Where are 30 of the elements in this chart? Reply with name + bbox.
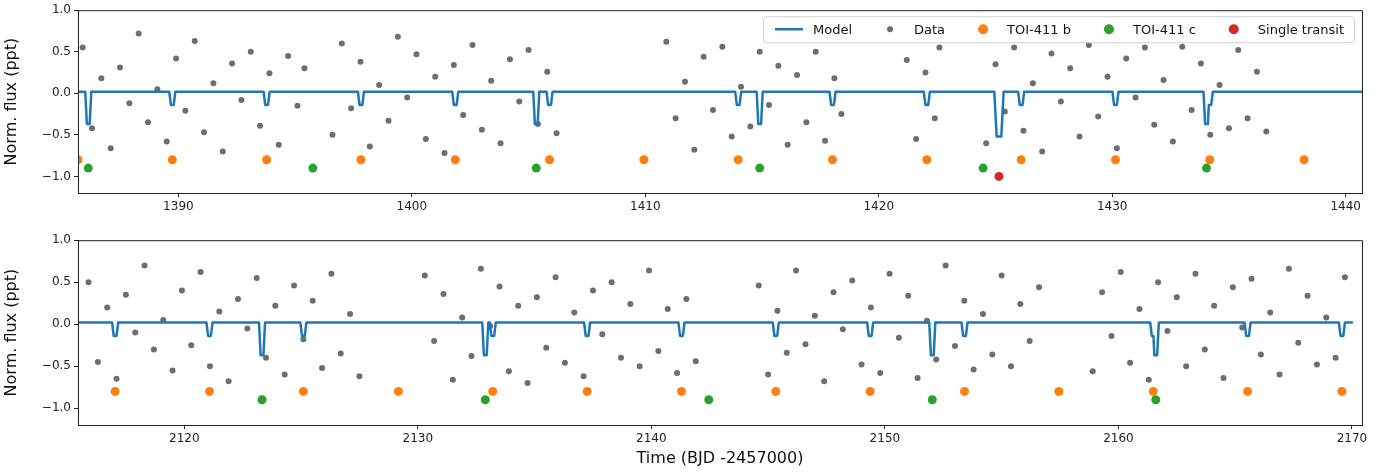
y-tick-label: −0.5 (41, 126, 71, 141)
y-tick-label: −1.0 (41, 400, 71, 415)
y-tick-label: 1.0 (51, 232, 71, 247)
legend-label: Single transit (1257, 21, 1345, 37)
x-tick-label: 1410 (630, 199, 661, 214)
y-axis-title: Norm. flux (ppt) (0, 37, 20, 166)
x-tick-label: 2170 (1336, 431, 1368, 446)
y-tick-label: 0.0 (51, 316, 71, 331)
y-tick-label: −1.0 (41, 168, 71, 183)
x-tick-label: 2140 (636, 431, 667, 446)
x-tick-label: 2120 (168, 431, 200, 446)
x-tick-label: 1430 (1096, 199, 1128, 214)
legend-label: Model (813, 21, 853, 37)
x-tick-label: 1440 (1330, 199, 1361, 214)
y-tick-label: 0.5 (51, 43, 71, 58)
y-tick-label: −0.5 (41, 358, 71, 373)
legend-label: TOI-411 b (1006, 21, 1071, 37)
y-tick-label: 0.5 (51, 274, 71, 289)
legend-label: Data (914, 21, 946, 37)
legend-label: TOI-411 c (1131, 21, 1196, 37)
x-tick-label: 2150 (869, 431, 901, 446)
x-axis-title: Time (BJD -2457000) (635, 447, 804, 467)
y-axis-title: Norm. flux (ppt) (0, 268, 20, 397)
x-tick-label: 1390 (163, 199, 194, 214)
y-tick-label: 0.0 (51, 85, 71, 100)
x-tick-label: 2160 (1103, 431, 1134, 446)
x-tick-label: 1400 (396, 199, 428, 214)
x-tick-label: 1420 (863, 199, 895, 214)
y-tick-label: 1.0 (51, 2, 71, 17)
x-tick-label: 2130 (402, 431, 434, 446)
